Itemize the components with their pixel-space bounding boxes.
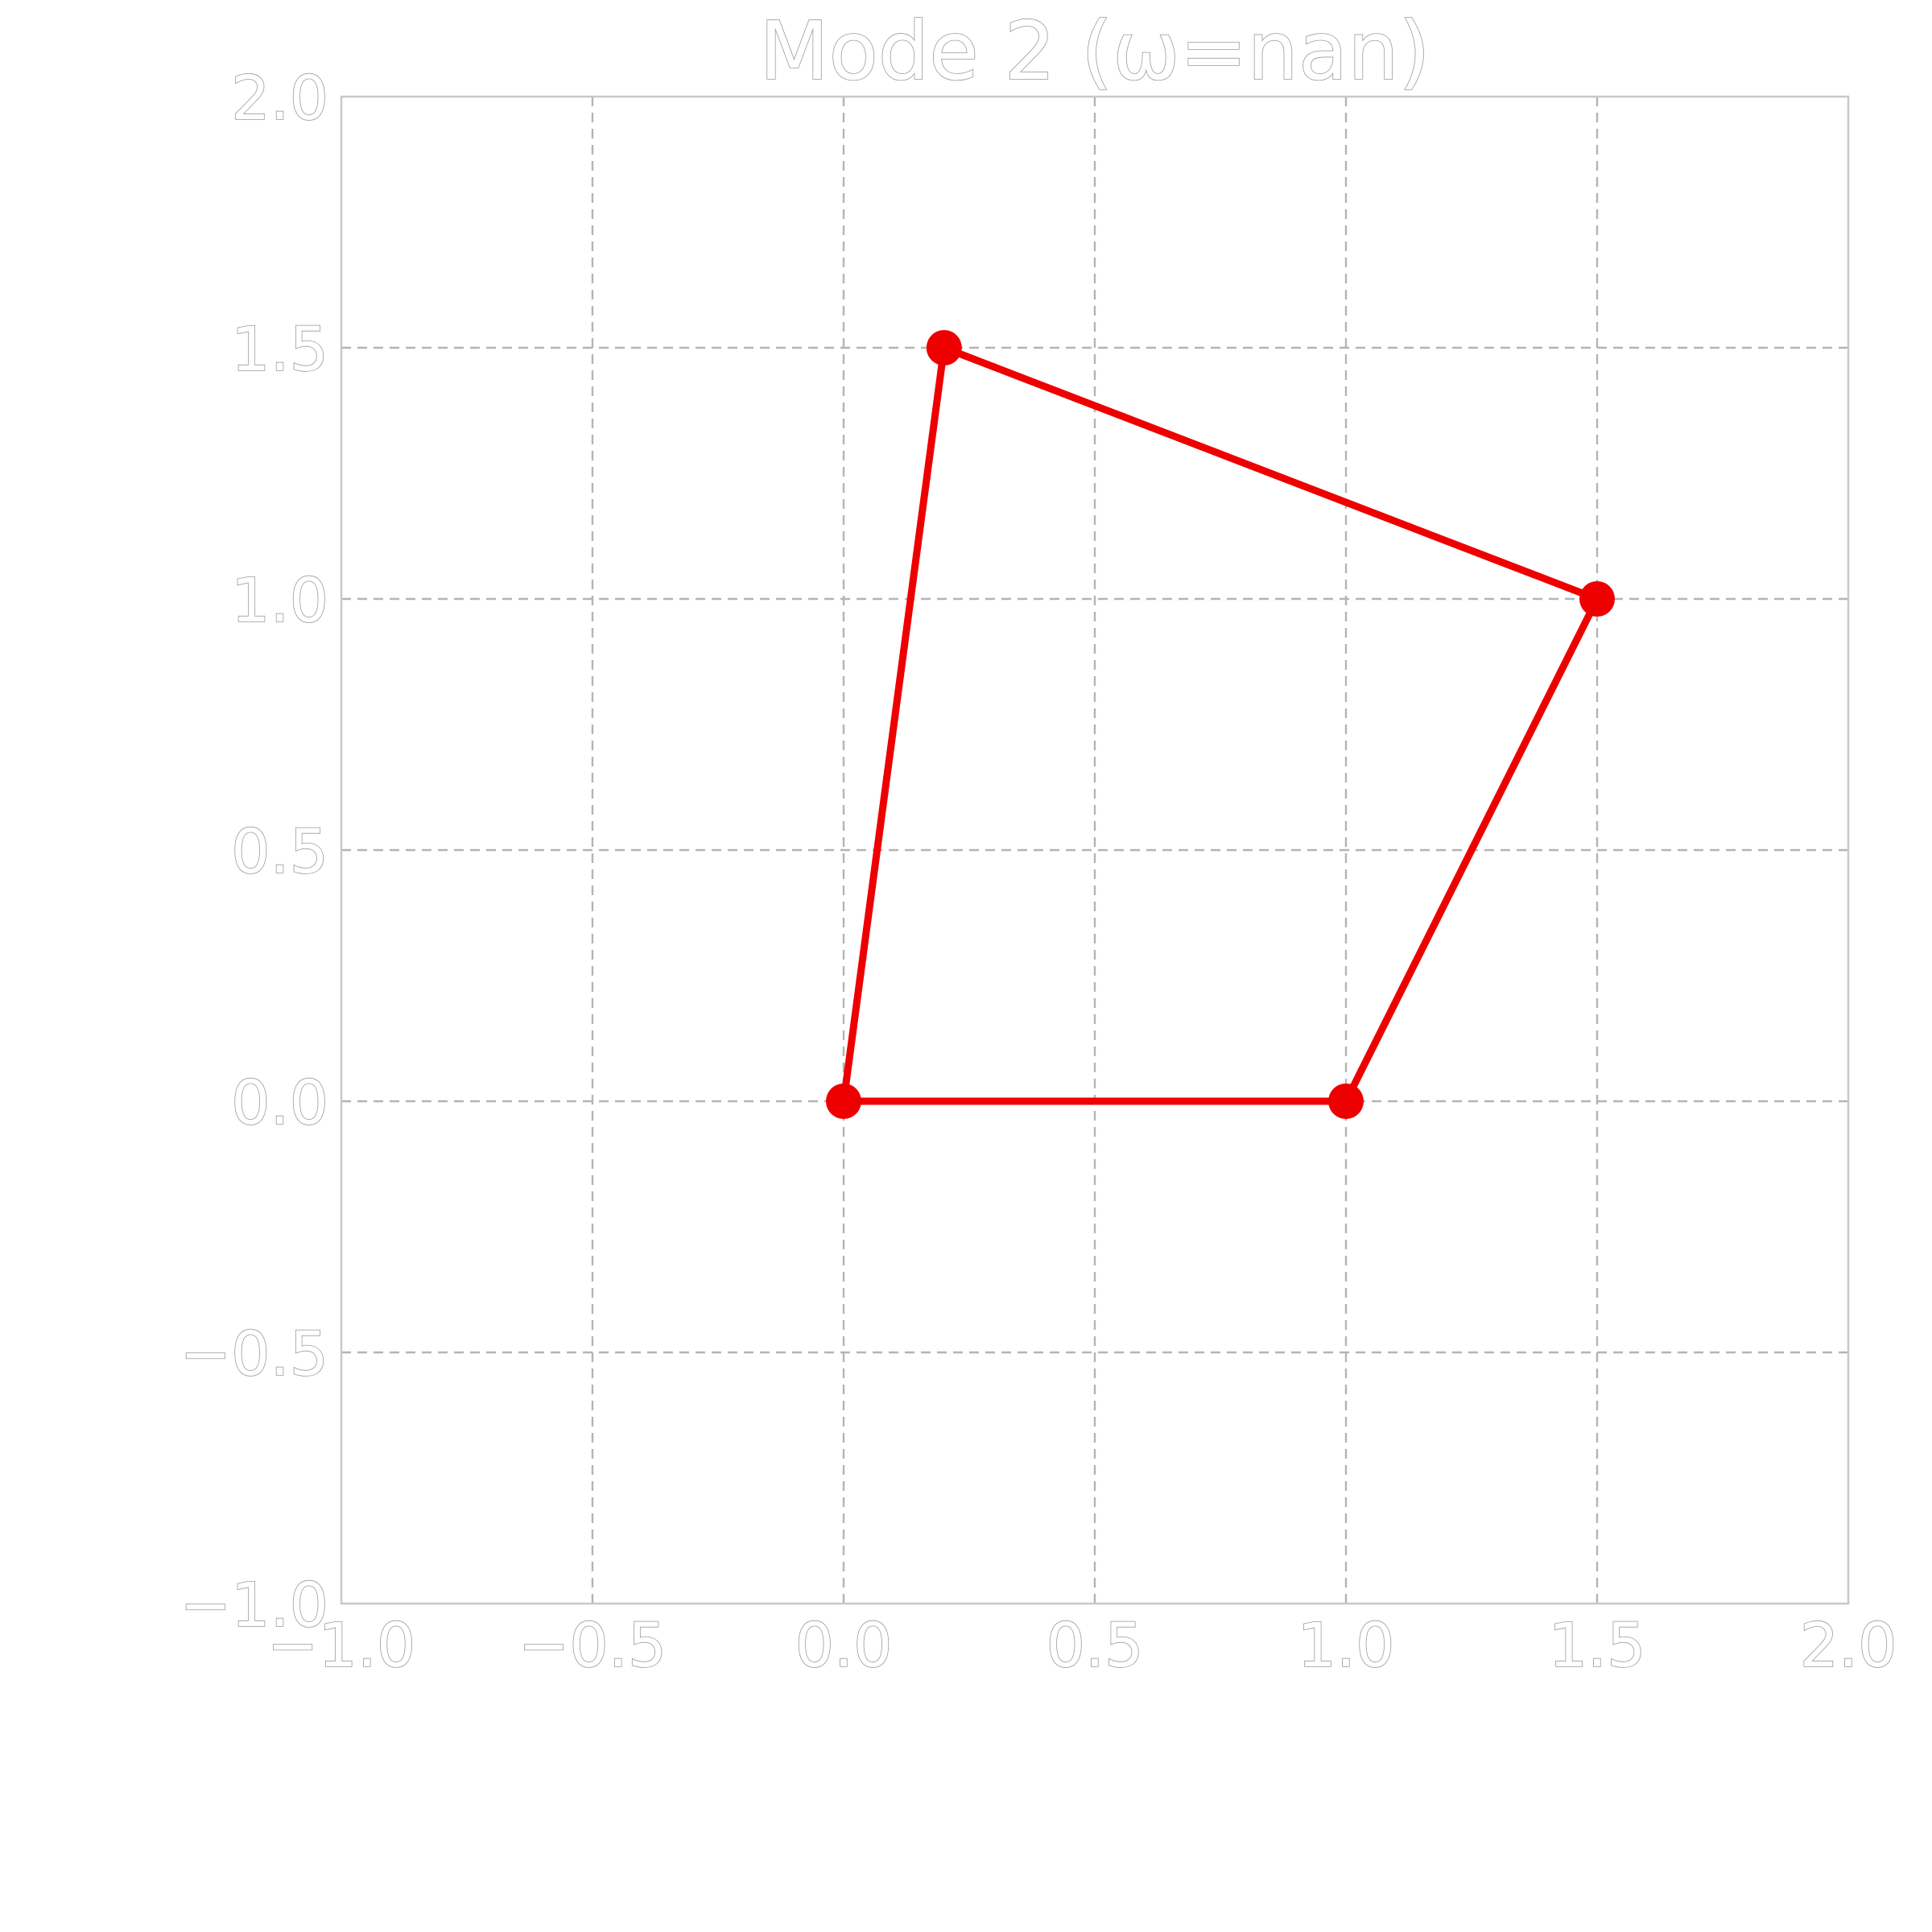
x-tick-label: 0.0: [795, 1609, 893, 1681]
x-tick-label: 2.0: [1800, 1609, 1897, 1681]
y-tick-label: 1.5: [231, 313, 328, 385]
mode-shape-lines: [840, 344, 1601, 1105]
chart-title: Mode 2 (ω=nan): [759, 4, 1430, 98]
x-tick-label: 0.5: [1046, 1609, 1144, 1681]
x-tick-labels: −1.0 −0.5 0.0 0.5 1.0 1.5 2.0: [266, 1608, 1897, 1682]
y-tick-label: 0.0: [231, 1067, 328, 1138]
node-points: [826, 330, 1615, 1119]
mode-shape-line-0: [840, 344, 1601, 1105]
y-tick-label: 2.0: [231, 62, 328, 134]
node-point: [826, 1084, 861, 1119]
reference-outline-0: [842, 346, 1599, 1103]
axes-frame: [340, 95, 1850, 1605]
y-tick-label: −1.0: [180, 1569, 328, 1641]
y-tick-label: −0.5: [180, 1318, 328, 1389]
grid-lines: [341, 97, 1848, 1604]
x-tick-label: 1.5: [1549, 1609, 1646, 1681]
node-point: [1579, 581, 1615, 617]
y-tick-label: 1.0: [231, 564, 328, 636]
reference-shape: [842, 346, 1599, 1103]
x-tick-label: 1.0: [1298, 1609, 1395, 1681]
y-tick-label: 0.5: [231, 815, 328, 887]
y-tick-labels: −1.0 −0.5 0.0 0.5 1.0 1.5 2.0: [180, 61, 329, 1641]
node-point: [1328, 1084, 1364, 1119]
x-tick-label: −1.0: [267, 1609, 416, 1681]
node-point: [926, 330, 962, 365]
x-tick-label: −0.5: [518, 1609, 667, 1681]
